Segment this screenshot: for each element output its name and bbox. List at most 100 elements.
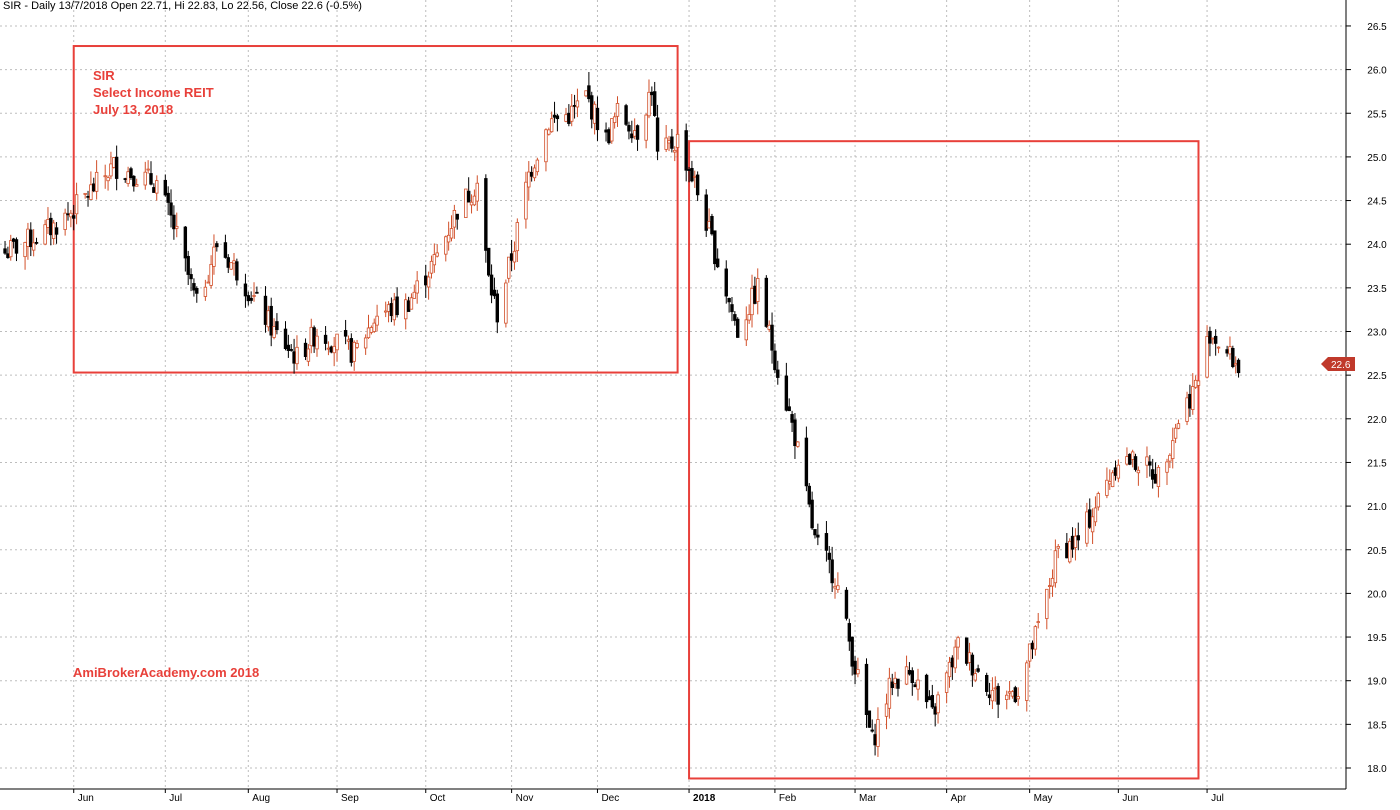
x-tick-label: Oct	[430, 793, 446, 804]
candle-body	[1007, 691, 1012, 694]
candle-body	[66, 213, 70, 216]
candle-body	[1156, 466, 1161, 487]
candle-body	[704, 194, 708, 231]
candle-body	[827, 552, 831, 560]
candle-body	[1130, 451, 1135, 460]
candle-body	[1228, 346, 1232, 355]
candle-body	[555, 115, 560, 120]
candle-body	[352, 341, 356, 362]
candle-body	[595, 107, 600, 131]
candle-body	[1193, 379, 1198, 388]
candle-body	[1065, 542, 1069, 559]
candle-body	[89, 184, 93, 201]
candle-body	[1005, 694, 1009, 700]
candle-body	[873, 734, 877, 746]
candle-body	[149, 173, 153, 185]
candle-body	[406, 300, 411, 312]
candle-body	[747, 314, 751, 321]
candle-body	[607, 129, 611, 144]
candle-body	[83, 192, 87, 195]
candle-body	[512, 250, 517, 263]
y-tick-label: 18.5	[1367, 720, 1387, 731]
candle-body	[446, 234, 451, 243]
candle-body	[26, 228, 30, 247]
candle-body	[235, 261, 239, 281]
y-tick-label: 24.0	[1367, 240, 1387, 251]
candle-body	[853, 660, 857, 675]
watermark-text: AmiBrokerAcademy.com 2018	[73, 665, 260, 680]
candle-body	[229, 262, 233, 270]
candle-body	[195, 288, 199, 294]
candle-body	[693, 175, 697, 178]
candle-body	[570, 105, 574, 122]
candle-body	[487, 247, 491, 276]
candle-body	[372, 322, 376, 332]
y-tick-label: 23.5	[1367, 284, 1387, 295]
candle-body	[1050, 577, 1055, 587]
candle-body	[970, 654, 975, 676]
candle-body	[449, 228, 454, 239]
candle-body	[953, 646, 957, 669]
candle-body	[713, 230, 717, 265]
candle-body	[664, 137, 668, 150]
candle-body	[86, 195, 90, 198]
candle-body	[1067, 540, 1072, 563]
candle-body	[1136, 469, 1141, 474]
candle-body	[1108, 481, 1112, 485]
candle-body	[527, 171, 531, 188]
candle-body	[910, 670, 914, 684]
candle-body	[572, 105, 577, 107]
candle-body	[1085, 511, 1089, 544]
candle-body	[695, 174, 700, 196]
y-tick-label: 19.0	[1367, 677, 1387, 688]
y-tick-label: 20.5	[1367, 546, 1387, 557]
y-tick-label: 26.0	[1367, 66, 1387, 77]
candle-body	[192, 283, 196, 291]
candle-body	[967, 652, 972, 663]
x-tick-label: Aug	[252, 793, 270, 804]
candle-body	[114, 156, 119, 179]
candle-body	[610, 118, 614, 142]
candle-body	[856, 669, 860, 675]
candle-body	[375, 315, 379, 326]
candle-body	[535, 159, 540, 173]
candle-body	[575, 100, 580, 108]
candle-body	[94, 171, 99, 192]
candle-body	[29, 229, 33, 248]
candle-body	[206, 281, 210, 284]
y-tick-label: 25.5	[1367, 109, 1387, 120]
candle-body	[484, 178, 488, 251]
candle-body	[332, 345, 336, 354]
candle-body	[269, 305, 273, 336]
candle-body	[1171, 440, 1175, 459]
candle-body	[155, 180, 159, 194]
y-tick-label: 19.5	[1367, 633, 1387, 644]
candle-body	[1133, 456, 1138, 470]
candle-body	[810, 499, 814, 529]
candle-body	[11, 238, 16, 242]
candle-body	[956, 637, 960, 648]
candle-body	[1208, 330, 1212, 344]
candle-body	[993, 687, 997, 690]
candle-body	[9, 240, 13, 258]
candle-body	[1153, 473, 1158, 484]
candle-body	[947, 661, 952, 678]
x-tick-label: Nov	[516, 793, 534, 804]
candle-body	[386, 304, 391, 312]
candle-body	[1150, 469, 1155, 480]
candle-body	[844, 589, 849, 619]
candle-body	[355, 342, 359, 348]
candle-body	[415, 280, 419, 294]
candle-body	[1185, 397, 1189, 422]
candle-body	[687, 169, 691, 171]
candle-body	[1128, 453, 1132, 465]
candle-body	[744, 319, 748, 341]
y-tick-label: 25.0	[1367, 153, 1387, 164]
candle-body	[784, 375, 789, 411]
candle-body	[529, 171, 534, 177]
candle-body	[864, 663, 869, 716]
candle-body	[830, 559, 834, 584]
candle-body	[867, 710, 872, 728]
candle-body	[286, 344, 291, 351]
candle-body	[143, 171, 147, 186]
